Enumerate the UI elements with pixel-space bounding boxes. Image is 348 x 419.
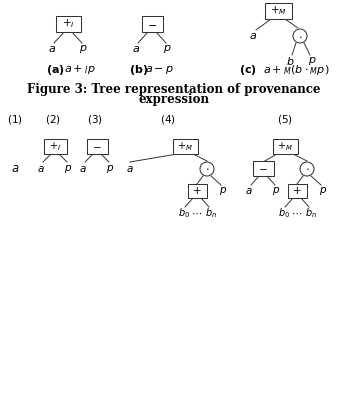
Text: $p$: $p$ [163,43,171,55]
Text: $\mathbf{(c)}$: $\mathbf{(c)}$ [239,63,257,77]
FancyBboxPatch shape [253,161,274,176]
Text: $p$: $p$ [219,185,227,197]
Text: $(2)$: $(2)$ [45,112,61,126]
Circle shape [200,162,214,176]
Circle shape [300,162,314,176]
Text: $p$: $p$ [79,43,87,55]
Text: $a +_M (b \cdot_M p)$: $a +_M (b \cdot_M p)$ [263,63,329,77]
FancyBboxPatch shape [44,140,66,155]
Text: $+_M$: $+_M$ [177,141,193,153]
Text: $-$: $-$ [92,142,102,152]
Text: $(5)$: $(5)$ [277,112,293,126]
Text: $-$: $-$ [147,19,157,29]
Text: $b_0$: $b_0$ [178,206,190,220]
Text: $a$: $a$ [249,31,257,41]
Text: $\cdots$: $\cdots$ [291,209,302,217]
Text: $b$: $b$ [286,55,294,67]
Text: $+$: $+$ [292,186,302,197]
FancyBboxPatch shape [55,16,80,32]
Text: $a$: $a$ [79,164,87,174]
Text: $p$: $p$ [308,55,316,67]
Text: $\cdot$: $\cdot$ [205,163,209,173]
Text: $a - p$: $a - p$ [145,64,174,76]
Text: $a$: $a$ [245,186,253,196]
Text: $+_M$: $+_M$ [277,141,293,153]
Text: $\mathbf{(b)}$: $\mathbf{(b)}$ [129,63,149,77]
Text: $b_0$: $b_0$ [278,206,290,220]
Text: $a +_I p$: $a +_I p$ [64,64,96,77]
Text: expression: expression [139,93,209,106]
Text: $\cdots$: $\cdots$ [191,209,203,217]
Text: $-$: $-$ [258,165,268,173]
Text: $(4)$: $(4)$ [160,112,176,126]
Text: $a$: $a$ [11,163,19,176]
Text: $b_n$: $b_n$ [305,206,317,220]
FancyBboxPatch shape [173,140,198,155]
Text: $\cdot$: $\cdot$ [298,31,302,41]
FancyBboxPatch shape [264,3,292,19]
Text: $a$: $a$ [48,44,56,54]
FancyBboxPatch shape [142,16,163,32]
Circle shape [293,29,307,43]
Text: $\mathbf{(a)}$: $\mathbf{(a)}$ [46,63,64,77]
Text: $+_M$: $+_M$ [270,5,286,18]
Text: $\cdot$: $\cdot$ [305,163,309,173]
Text: $+_I$: $+_I$ [49,141,61,153]
Text: $p$: $p$ [106,163,114,175]
Text: $p$: $p$ [272,185,280,197]
Text: $(1)$: $(1)$ [7,112,23,126]
Text: Figure 3: Tree representation of provenance: Figure 3: Tree representation of provena… [27,83,321,96]
FancyBboxPatch shape [87,140,108,155]
Text: $p$: $p$ [64,163,72,175]
Text: $+_I$: $+_I$ [62,18,74,31]
Text: $a$: $a$ [37,164,45,174]
Text: $b_n$: $b_n$ [205,206,217,220]
Text: $a$: $a$ [126,164,134,174]
FancyBboxPatch shape [287,184,307,198]
Text: $(3)$: $(3)$ [87,112,103,126]
FancyBboxPatch shape [188,184,206,198]
Text: $a$: $a$ [132,44,140,54]
FancyBboxPatch shape [272,140,298,155]
Text: $p$: $p$ [319,185,327,197]
Text: $+$: $+$ [192,186,202,197]
